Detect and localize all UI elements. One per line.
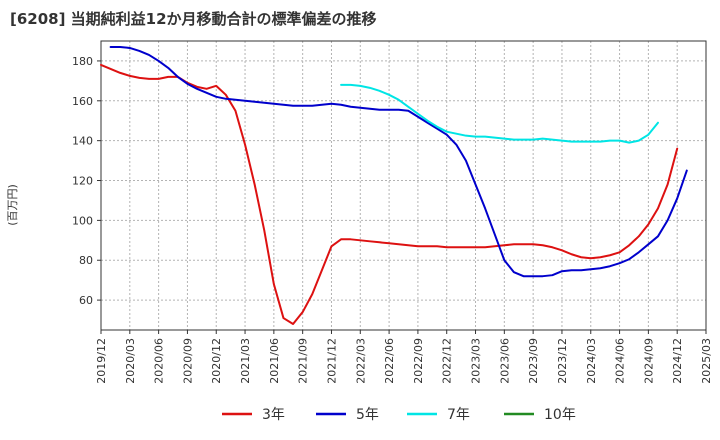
x-axis-ticks: 2019/12 2020/03 2020/06 2020/09 2020/12 2021/… <box>95 330 713 384</box>
y-tick-label: 180 <box>72 55 93 68</box>
x-tick-label: 2024/12 <box>671 338 684 384</box>
y-axis-label: (百万円) <box>6 184 19 226</box>
x-tick-label: 2022/06 <box>383 338 396 384</box>
legend-label-5年: 5年 <box>356 407 379 423</box>
y-axis-ticks: 60 80 100 120 140 160 180 <box>72 55 101 307</box>
x-tick-label: 2022/12 <box>441 338 454 384</box>
x-tick-label: 2023/12 <box>556 338 569 384</box>
x-tick-label: 2023/09 <box>527 338 540 384</box>
x-tick-label: 2020/06 <box>153 338 166 384</box>
x-tick-label: 2020/09 <box>181 338 194 384</box>
x-tick-label: 2023/06 <box>498 338 511 384</box>
y-tick-label: 80 <box>79 254 93 267</box>
y-tick-label: 60 <box>79 294 93 307</box>
series-line-3年 <box>100 63 679 326</box>
x-tick-label: 2021/03 <box>239 338 252 384</box>
legend-label-3年: 3年 <box>262 407 285 423</box>
x-tick-label: 2023/03 <box>470 338 483 384</box>
x-tick-label: 2019/12 <box>95 338 108 384</box>
y-tick-label: 160 <box>72 95 93 108</box>
plot-area-frame <box>100 40 707 331</box>
x-tick-label: 2021/06 <box>268 338 281 384</box>
x-tick-label: 2022/03 <box>354 338 367 384</box>
series-lines <box>100 45 688 326</box>
y-tick-label: 140 <box>72 135 93 148</box>
series-line-5年 <box>109 45 688 278</box>
x-tick-label: 2021/12 <box>325 338 338 384</box>
x-tick-label: 2024/06 <box>614 338 627 384</box>
x-tick-label: 2021/09 <box>297 338 310 384</box>
grid-lines <box>100 41 707 330</box>
y-tick-label: 100 <box>72 214 93 227</box>
chart-title: [6208] 当期純利益12か月移動合計の標準偏差の推移 <box>10 10 377 28</box>
x-tick-label: 2022/09 <box>412 338 425 384</box>
x-tick-label: 2025/03 <box>700 338 713 384</box>
x-tick-label: 2020/03 <box>124 338 137 384</box>
y-tick-label: 120 <box>72 175 93 188</box>
legend-label-7年: 7年 <box>447 407 470 423</box>
series-line-7年 <box>340 83 659 144</box>
legend-label-10年: 10年 <box>544 407 576 423</box>
x-tick-label: 2024/09 <box>642 338 655 384</box>
x-tick-label: 2024/03 <box>585 338 598 384</box>
x-tick-label: 2020/12 <box>210 338 223 384</box>
legend: 3年 5年 7年 10年 <box>222 407 576 423</box>
